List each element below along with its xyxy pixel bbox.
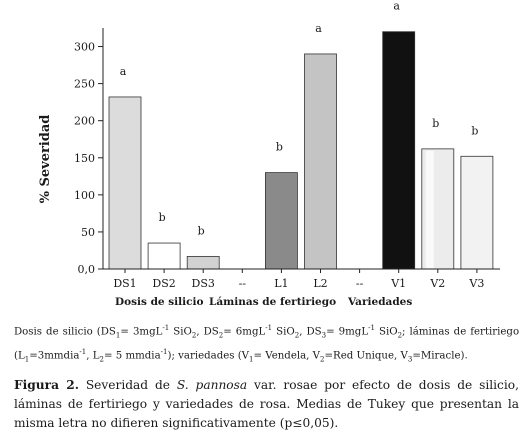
note-sub: 2: [294, 331, 300, 340]
note-text: , DS: [299, 326, 322, 338]
note-sub: 2: [218, 331, 224, 340]
note-text: = 3mgL: [120, 326, 163, 338]
bar-l2: [304, 53, 337, 270]
note-sub: 3: [321, 331, 327, 340]
significance-letter: a: [315, 22, 322, 35]
y-tick-label: 0,0: [78, 263, 96, 276]
note-sup: -1: [265, 324, 273, 332]
bar-ds1: [108, 96, 142, 270]
significance-letters-group: a b b b a a b b: [120, 0, 479, 237]
caption-species: S. pannosa: [176, 378, 248, 392]
note-sup: -1: [162, 324, 170, 332]
significance-letter: b: [198, 224, 205, 237]
significance-letter: b: [471, 124, 478, 137]
x-tick-label: DS2: [152, 277, 175, 290]
figure-note: Dosis de silicio (DS1= 3mgL-1 SiO2, DS2=…: [14, 320, 519, 369]
x-tick-label: V2: [429, 277, 445, 290]
note-sub: 3: [407, 355, 413, 364]
note-text: SiO: [169, 326, 192, 338]
significance-letter: a: [393, 0, 400, 13]
bar-l1: [264, 172, 298, 270]
note-sub: 2: [99, 355, 104, 364]
y-tick-label: 50: [81, 226, 95, 239]
bar-ds2: [147, 242, 181, 270]
note-sub: 2: [191, 331, 197, 340]
note-sub: 1: [115, 331, 121, 340]
note-text: = Vendela, V: [253, 350, 321, 362]
note-text: , DS: [196, 326, 219, 338]
note-text: = 9mgL: [326, 326, 369, 338]
y-tick-label: 150: [74, 152, 95, 165]
x-tick-label: L1: [274, 277, 288, 290]
bar-v3: [460, 155, 494, 270]
x-tick-labels-group: DS1 DS2 DS3 -- L1 L2 -- V1 V2 V3: [113, 269, 484, 290]
bar-ds3: [186, 255, 220, 270]
group-label-laminas: Láminas de fertiriego: [209, 296, 336, 308]
note-sub: 2: [320, 355, 325, 364]
x-tick-label: V1: [390, 277, 406, 290]
x-tick-label: L2: [313, 277, 327, 290]
x-tick-label: --: [356, 277, 364, 290]
note-text: =3mmdia: [29, 350, 80, 362]
y-tick-label: 200: [74, 115, 95, 128]
significance-letter: b: [276, 141, 283, 154]
severity-bar-chart: 0,0 50 100 150 200 250 300 DS1 DS2 DS3 -- L1 L2 -- V1…: [38, 0, 500, 308]
note-sub: 1: [249, 355, 254, 364]
bar-v1: [382, 31, 416, 270]
note-text: , L: [86, 350, 100, 362]
note-text: ; láminas de fertiriego (L: [14, 326, 520, 362]
caption-text: Severidad de: [78, 378, 177, 392]
caption-lead: Figura 2.: [14, 378, 79, 392]
note-text: = 6mgL: [223, 326, 266, 338]
note-text: ); variedades (V: [167, 350, 250, 362]
x-tick-label: --: [239, 277, 247, 290]
note-sup: -1: [79, 348, 87, 357]
y-tick-label: 100: [74, 189, 95, 202]
caption-text: var. rosae por efecto de dosis de silici…: [14, 378, 519, 430]
x-tick-label: DS3: [192, 277, 215, 290]
note-text: SiO: [374, 326, 398, 338]
note-text: Dosis de silicio (DS: [14, 326, 116, 338]
note-text: = 5 mmdia: [103, 350, 161, 362]
note-text: =Miracle).: [412, 350, 468, 362]
x-tick-label: DS1: [113, 277, 136, 290]
significance-letter: b: [159, 211, 166, 224]
significance-letter: a: [120, 65, 127, 78]
note-text: SiO: [272, 326, 295, 338]
note-sup: -1: [160, 348, 168, 357]
note-sup: -1: [368, 324, 375, 332]
group-label-variedades: Variedades: [347, 296, 412, 308]
note-sub: 1: [24, 355, 30, 364]
y-tick-label: 250: [74, 78, 95, 91]
figure-caption: Figura 2. Severidad de S. pannosa var. r…: [14, 376, 519, 433]
significance-letter: b: [432, 117, 439, 130]
note-text: =Red Unique, V: [324, 350, 408, 362]
y-tick-label: 300: [74, 41, 95, 54]
bars-group: [108, 31, 494, 270]
group-label-silicio: Dosis de silicio: [115, 296, 204, 308]
note-sub: 2: [397, 331, 403, 340]
bar-v2-highlight: [425, 150, 434, 269]
y-axis-label: % Severidad: [38, 115, 53, 204]
x-tick-label: V3: [468, 277, 484, 290]
y-ticks-group: 0,0 50 100 150 200 250 300: [74, 41, 103, 276]
